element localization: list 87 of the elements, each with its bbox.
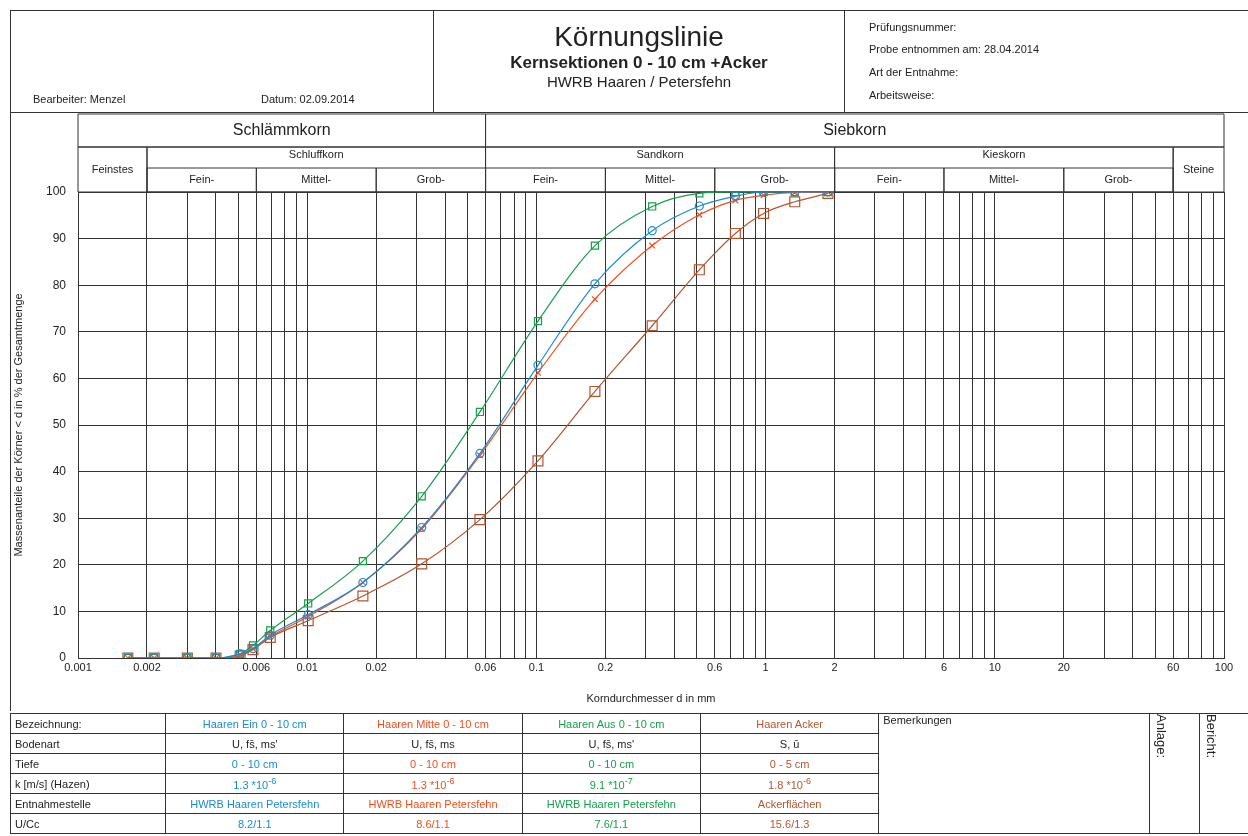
text: Bericht: [1203, 714, 1219, 759]
text: Schlämmkorn [232, 120, 331, 138]
text: Bodenart [10, 733, 166, 754]
y-tick-label: 50 [52, 417, 67, 432]
y-axis-title: Massenanteile der Körner < d in % der Gesamtmenge [11, 293, 24, 557]
text: HWRB Haaren / Petersfehn [545, 73, 733, 90]
text: Haaren Mitte 0 - 10 cm [343, 713, 523, 734]
text: 0 - 5 cm [700, 753, 879, 774]
text: Prüfungsnummer: [869, 21, 957, 33]
text: HWRB Haaren Petersfehn [343, 793, 523, 814]
text: Mittel- [988, 173, 1020, 186]
text: Haaren Ein 0 - 10 cm [165, 713, 344, 734]
x-tick-label: 100 [1214, 660, 1234, 673]
text: Fein- [189, 173, 215, 186]
x-tick-label: 0.01 [296, 660, 318, 673]
x-tick-label: 60 [1167, 660, 1180, 673]
text: Kieskorn [982, 148, 1026, 161]
x-tick-label: 1 [762, 660, 769, 673]
y-tick-label: 40 [52, 463, 67, 478]
y-tick-label: 0 [59, 650, 67, 665]
text: k [m/s] (Hazen) [10, 773, 166, 794]
text: 1.3 *10$^{-6}$ [165, 773, 344, 794]
x-tick-label: 0.1 [528, 660, 545, 673]
x-tick-label: 2 [831, 660, 838, 673]
y-tick-label: 90 [52, 230, 67, 245]
y-tick-label: 100 [45, 184, 67, 199]
text: 1.3 *10$^{-6}$ [343, 773, 523, 794]
text: Mittel- [301, 173, 332, 186]
text: Sandkorn [636, 148, 684, 161]
text: U, fs̄, ms' [165, 733, 344, 754]
text: S, ū [700, 733, 879, 754]
text: Bemerkungen [878, 713, 1150, 834]
text: Grob- [1104, 173, 1133, 186]
y-tick-label: 10 [52, 603, 67, 618]
text: Schluffkorn [288, 148, 344, 161]
x-tick-label: 0.6 [707, 660, 723, 673]
text: 0 - 10 cm [522, 753, 701, 774]
text: Fein- [532, 173, 559, 186]
text: Steine [1182, 162, 1215, 175]
x-tick-label: 0.002 [133, 660, 161, 673]
text: Grob- [760, 173, 790, 186]
text: 7.6/1.1 [522, 813, 701, 834]
x-tick-label: 20 [1057, 660, 1070, 673]
text: Anlage: [1154, 714, 1170, 759]
x-tick-label: 0.02 [365, 660, 387, 673]
y-tick-label: 70 [52, 324, 67, 339]
text: Bezeichnung: [10, 713, 166, 734]
x-tick-label: 0.001 [64, 660, 92, 673]
text: Grob- [416, 173, 446, 186]
text: HWRB Haaren Petersfehn [522, 793, 701, 814]
x-tick-label: 0.06 [474, 660, 497, 673]
text: 0 - 10 cm [165, 753, 344, 774]
text: U, fs̄, ms [343, 733, 523, 754]
x-tick-label: 0.2 [597, 660, 614, 673]
chart-subtitle: Kernsektionen 0 - 10 cm +Acker [509, 53, 769, 73]
text: 8.2/1.1 [165, 813, 344, 834]
text: HWRB Haaren Petersfehn [165, 793, 344, 814]
text: Siebkorn [823, 120, 887, 138]
text: Art der Entnahme: [869, 66, 959, 78]
text: 8.6/1.1 [343, 813, 523, 834]
x-tick-label: 0.006 [242, 660, 271, 673]
text: 9.1 *10$^{-7}$ [522, 773, 701, 794]
text: Bearbeiter: Menzel [33, 93, 126, 105]
text: Probe entnommen am: 28.04.2014 [869, 43, 1040, 55]
text: Datum: 02.09.2014 [261, 93, 355, 105]
chart-title: Körnungslinie [553, 21, 725, 53]
text: Mittel- [645, 173, 676, 186]
text: 1.8 *10$^{-6}$ [700, 773, 879, 794]
text: U/Cc [10, 813, 166, 834]
text: Haaren Acker [700, 713, 879, 734]
text: 0 - 10 cm [343, 753, 523, 774]
text: Entnahmestelle [10, 793, 166, 814]
text: Arbeitsweise: [869, 89, 935, 101]
x-tick-label: 6 [940, 660, 948, 673]
y-tick-label: 30 [52, 510, 67, 525]
text: Fein- [876, 173, 903, 186]
y-tick-label: 80 [52, 277, 67, 292]
text: Haaren Aus 0 - 10 cm [522, 713, 701, 734]
text: Feinstes [91, 162, 134, 175]
x-tick-label: 10 [988, 660, 1001, 673]
y-tick-label: 60 [52, 370, 67, 385]
text: Ackerflächen [700, 793, 879, 814]
x-axis-title: Korndurchmesser d in mm [586, 692, 716, 705]
text: Tiefe [10, 753, 166, 774]
y-tick-label: 20 [52, 557, 67, 572]
text: 15.6/1.3 [700, 813, 879, 834]
text: U, fs̄, ms' [522, 733, 701, 754]
